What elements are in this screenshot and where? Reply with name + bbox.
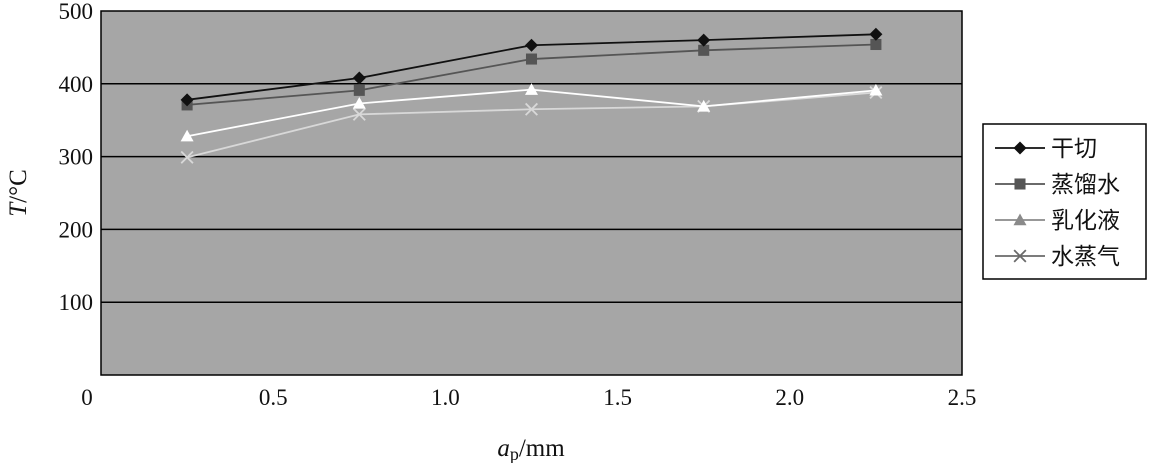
x-tick-label: 2.5 — [948, 385, 977, 410]
x-axis-title-main: a — [497, 435, 510, 462]
x-axis-title-unit: /mm — [519, 435, 565, 462]
legend-label: 蒸馏水 — [1051, 172, 1120, 198]
y-tick-labels: 100 200 300 400 500 — [59, 0, 94, 315]
data-point — [697, 33, 711, 47]
x-tick-label: 1.0 — [431, 385, 460, 410]
legend-label: 水蒸气 — [1051, 244, 1120, 270]
y-tick-label: 400 — [59, 72, 94, 97]
x-axis-title-sub: p — [510, 444, 519, 463]
legend-item: 乳化液 — [995, 208, 1120, 234]
legend-label: 干切 — [1051, 136, 1097, 162]
data-point — [869, 83, 883, 96]
x-tick-label: 0.5 — [259, 385, 288, 410]
data-point — [180, 93, 194, 107]
y-axis-title-main: T — [5, 201, 32, 217]
data-point — [352, 107, 366, 121]
data-point — [869, 27, 883, 41]
data-point — [870, 38, 882, 51]
y-axis-title-unit: /°C — [5, 169, 32, 203]
data-point — [180, 129, 194, 142]
y-tick-label: 200 — [59, 217, 94, 242]
legend-box — [982, 123, 1147, 280]
series-3 — [180, 83, 883, 142]
data-point — [525, 102, 538, 116]
legend-item: 干切 — [995, 136, 1097, 162]
data-point — [353, 84, 365, 96]
x-tick-label: 2.0 — [775, 385, 804, 410]
legend-marker — [1014, 178, 1026, 190]
x-axis-title: ap/mm — [497, 435, 565, 463]
legend-item: 水蒸气 — [995, 244, 1120, 270]
y-tick-label: 300 — [59, 145, 94, 170]
x-tick-labels: 0 0.5 1.0 1.5 2.0 2.5 — [81, 385, 976, 410]
data-point — [525, 38, 538, 52]
y-tick-label: 500 — [59, 0, 94, 24]
plot-area — [100, 10, 963, 376]
data-point — [697, 99, 711, 112]
data-point — [180, 150, 194, 164]
legend-marker — [1013, 213, 1027, 226]
legend-item: 蒸馏水 — [995, 172, 1120, 198]
data-point — [352, 96, 366, 109]
x-tick-label: 1.5 — [603, 385, 632, 410]
y-tick-label: 100 — [59, 290, 94, 315]
series-layer — [180, 27, 883, 164]
y-axis-title: T/°C — [5, 169, 32, 217]
legend-label: 乳化液 — [1051, 208, 1120, 234]
legend-marker — [1013, 141, 1027, 155]
data-point — [352, 71, 366, 85]
legend-marker — [1013, 249, 1027, 263]
x-tick-label: 0 — [81, 385, 93, 410]
data-point — [525, 53, 538, 65]
series-1 — [180, 27, 883, 107]
data-point — [698, 44, 710, 56]
data-point — [525, 83, 538, 95]
